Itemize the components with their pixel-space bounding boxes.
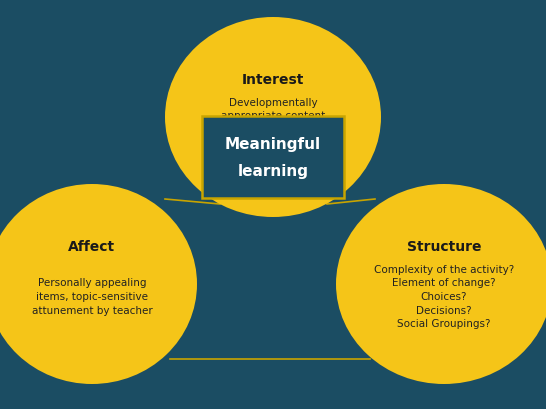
FancyBboxPatch shape [202,117,344,198]
Text: Developmentally
appropriate content
— ideas, concepts,
themes, value,
challenge: Developmentally appropriate content — id… [221,98,325,162]
Text: Structure: Structure [407,239,481,254]
Text: Interest: Interest [242,73,304,87]
Text: Affect: Affect [68,239,116,254]
Ellipse shape [0,184,197,384]
Ellipse shape [336,184,546,384]
Text: Personally appealing
items, topic-sensitive
attunement by teacher: Personally appealing items, topic-sensit… [32,278,152,315]
Text: Complexity of the activity?
Element of change?
Choices?
Decisions?
Social Groupi: Complexity of the activity? Element of c… [374,264,514,328]
Text: Meaningful
learning: Meaningful learning [225,137,321,178]
Ellipse shape [165,18,381,218]
